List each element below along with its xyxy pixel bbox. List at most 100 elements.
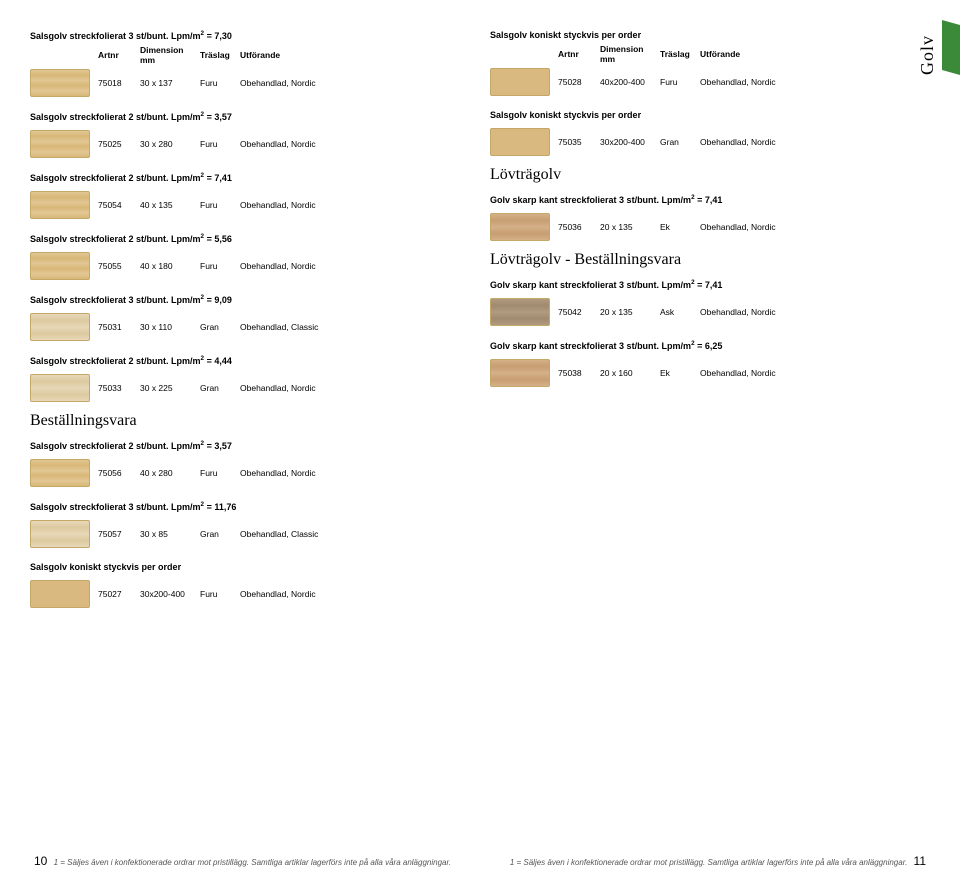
cell-utforande: Obehandlad, Nordic [700,77,920,87]
table-row: 75018 30 x 137 Furu Obehandlad, Nordic [30,65,460,101]
block-title: Salsgolv streckfolierat 3 st/bunt. Lpm/m… [30,30,460,41]
wood-swatch [30,69,90,97]
table-row: 75057 30 x 85 Gran Obehandlad, Classic [30,516,460,552]
wood-swatch [30,374,90,402]
cell-utforande: Obehandlad, Nordic [240,200,460,210]
table-row: 75027 30x200-400 Furu Obehandlad, Nordic [30,576,460,612]
block-title: Salsgolv streckfolierat 2 st/bunt. Lpm/m… [30,355,460,366]
left-column: Salsgolv streckfolierat 3 st/bunt. Lpm/m… [30,20,460,612]
table-row: 75054 40 x 135 Furu Obehandlad, Nordic [30,187,460,223]
block-title: Salsgolv streckfolierat 2 st/bunt. Lpm/m… [30,172,460,183]
cell-dimension: 40 x 135 [140,200,200,210]
cell-artnr: 75057 [98,529,140,539]
cell-artnr: 75038 [558,368,600,378]
block-title: Salsgolv streckfolierat 2 st/bunt. Lpm/m… [30,440,460,451]
cell-dimension: 30 x 85 [140,529,200,539]
page-number-left: 10 [34,854,47,868]
cell-artnr: 75031 [98,322,140,332]
footer-right: 1 = Säljes även i konfektionerade ordrar… [510,854,930,868]
cell-artnr: 75042 [558,307,600,317]
side-tab [942,20,960,75]
cell-traslag: Furu [200,589,240,599]
wood-swatch [490,213,550,241]
cell-dimension: 20 x 135 [600,222,660,232]
cell-artnr: 75027 [98,589,140,599]
section-title: Lövträgolv [490,166,920,184]
wood-swatch [30,130,90,158]
col-artnr: Artnr [98,50,140,60]
cell-dimension: 30 x 137 [140,78,200,88]
cell-artnr: 75036 [558,222,600,232]
block-title: Golv skarp kant streckfolierat 3 st/bunt… [490,279,920,290]
cell-dimension: 20 x 160 [600,368,660,378]
cell-dimension: 40 x 280 [140,468,200,478]
table-row: 75042 20 x 135 Ask Obehandlad, Nordic [490,294,920,330]
block-title: Salsgolv streckfolierat 2 st/bunt. Lpm/m… [30,111,460,122]
cell-utforande: Obehandlad, Nordic [240,589,460,599]
table-row: 75036 20 x 135 Ek Obehandlad, Nordic [490,209,920,245]
cell-utforande: Obehandlad, Classic [240,322,460,332]
wood-swatch [30,191,90,219]
wood-swatch [30,520,90,548]
cell-utforande: Obehandlad, Nordic [700,137,920,147]
wood-swatch [490,68,550,96]
table-row: 75028 40x200-400 Furu Obehandlad, Nordic [490,64,920,100]
table-header: Artnr Dimensionmm Träslag Utförande [490,44,920,64]
cell-dimension: 30 x 280 [140,139,200,149]
block-title: Salsgolv streckfolierat 2 st/bunt. Lpm/m… [30,233,460,244]
cell-artnr: 75035 [558,137,600,147]
wood-swatch [30,252,90,280]
side-label: Golv [917,35,938,75]
cell-dimension: 30x200-400 [140,589,200,599]
cell-traslag: Furu [200,139,240,149]
content: Salsgolv streckfolierat 3 st/bunt. Lpm/m… [0,0,960,612]
section-title: Beställningsvara [30,412,460,430]
col-dimension: Dimensionmm [140,45,200,65]
cell-traslag: Furu [660,77,700,87]
cell-utforande: Obehandlad, Nordic [240,383,460,393]
cell-utforande: Obehandlad, Nordic [240,139,460,149]
cell-dimension: 30 x 225 [140,383,200,393]
cell-artnr: 75054 [98,200,140,210]
table-row: 75031 30 x 110 Gran Obehandlad, Classic [30,309,460,345]
cell-artnr: 75028 [558,77,600,87]
cell-traslag: Furu [200,78,240,88]
table-row: 75055 40 x 180 Furu Obehandlad, Nordic [30,248,460,284]
footer-left: 10 1 = Säljes även i konfektionerade ord… [30,854,451,868]
cell-traslag: Gran [200,322,240,332]
right-column: Salsgolv koniskt styckvis per order Artn… [490,20,920,612]
wood-swatch [490,298,550,326]
cell-utforande: Obehandlad, Nordic [240,78,460,88]
wood-swatch [30,313,90,341]
cell-traslag: Ek [660,368,700,378]
table-row: 75038 20 x 160 Ek Obehandlad, Nordic [490,355,920,391]
wood-swatch [490,359,550,387]
cell-traslag: Gran [660,137,700,147]
block-title: Salsgolv streckfolierat 3 st/bunt. Lpm/m… [30,501,460,512]
cell-artnr: 75055 [98,261,140,271]
cell-artnr: 75056 [98,468,140,478]
col-artnr: Artnr [558,49,600,59]
cell-utforande: Obehandlad, Nordic [700,307,920,317]
block-title: Salsgolv koniskt styckvis per order [490,30,920,40]
col-traslag: Träslag [200,50,240,60]
cell-dimension: 40 x 180 [140,261,200,271]
block-title: Golv skarp kant streckfolierat 3 st/bunt… [490,340,920,351]
cell-dimension: 20 x 135 [600,307,660,317]
col-traslag: Träslag [660,49,700,59]
cell-utforande: Obehandlad, Nordic [240,261,460,271]
cell-traslag: Gran [200,383,240,393]
cell-traslag: Furu [200,261,240,271]
block-title: Salsgolv streckfolierat 3 st/bunt. Lpm/m… [30,294,460,305]
footer-text-right: 1 = Säljes även i konfektionerade ordrar… [510,858,907,867]
cell-artnr: 75033 [98,383,140,393]
cell-artnr: 75025 [98,139,140,149]
cell-dimension: 30x200-400 [600,137,660,147]
cell-traslag: Ek [660,222,700,232]
wood-swatch [490,128,550,156]
wood-swatch [30,459,90,487]
cell-utforande: Obehandlad, Nordic [240,468,460,478]
footer: 10 1 = Säljes även i konfektionerade ord… [30,854,930,868]
wood-swatch [30,580,90,608]
table-row: 75025 30 x 280 Furu Obehandlad, Nordic [30,126,460,162]
